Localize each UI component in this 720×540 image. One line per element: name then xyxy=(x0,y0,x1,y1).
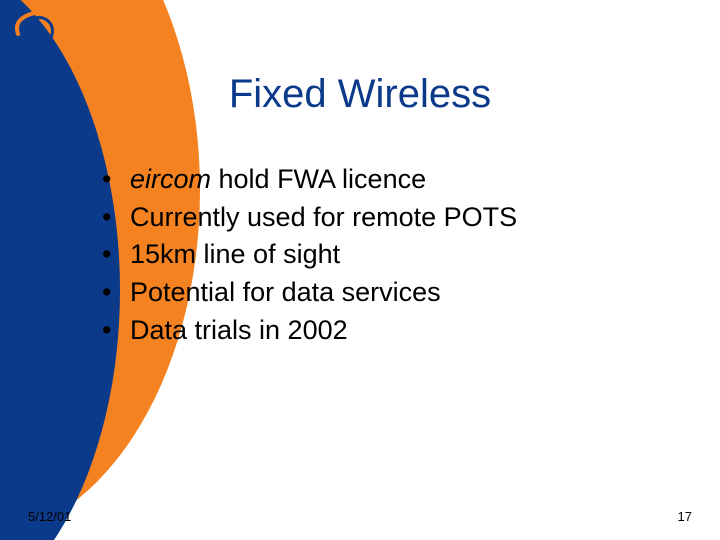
list-item: Currently used for remote POTS xyxy=(96,200,517,236)
bullet-text: Currently used for remote POTS xyxy=(130,202,517,232)
bullet-list: eircom hold FWA licence Currently used f… xyxy=(96,162,517,350)
footer-page-number: 17 xyxy=(678,509,692,524)
bullet-text: Potential for data services xyxy=(130,277,441,307)
logo-text: eircom xyxy=(18,55,60,67)
footer-date: 5/12/01 xyxy=(28,509,71,524)
slide: eircom Fixed Wireless eircom hold FWA li… xyxy=(0,0,720,540)
bullet-text: 15km line of sight xyxy=(130,239,340,269)
list-item: eircom hold FWA licence xyxy=(96,162,517,198)
list-item: Potential for data services xyxy=(96,275,517,311)
slide-title-container: Fixed Wireless xyxy=(0,72,720,117)
bullet-text: Data trials in 2002 xyxy=(130,315,348,345)
list-item: 15km line of sight xyxy=(96,237,517,273)
slide-title: Fixed Wireless xyxy=(229,72,491,116)
list-item: Data trials in 2002 xyxy=(96,313,517,349)
logo-ring-icon xyxy=(24,16,54,46)
logo: eircom xyxy=(12,10,66,67)
bullet-text: hold FWA licence xyxy=(211,164,426,194)
bullet-italic-prefix: eircom xyxy=(130,164,211,194)
logo-mark xyxy=(12,10,66,54)
